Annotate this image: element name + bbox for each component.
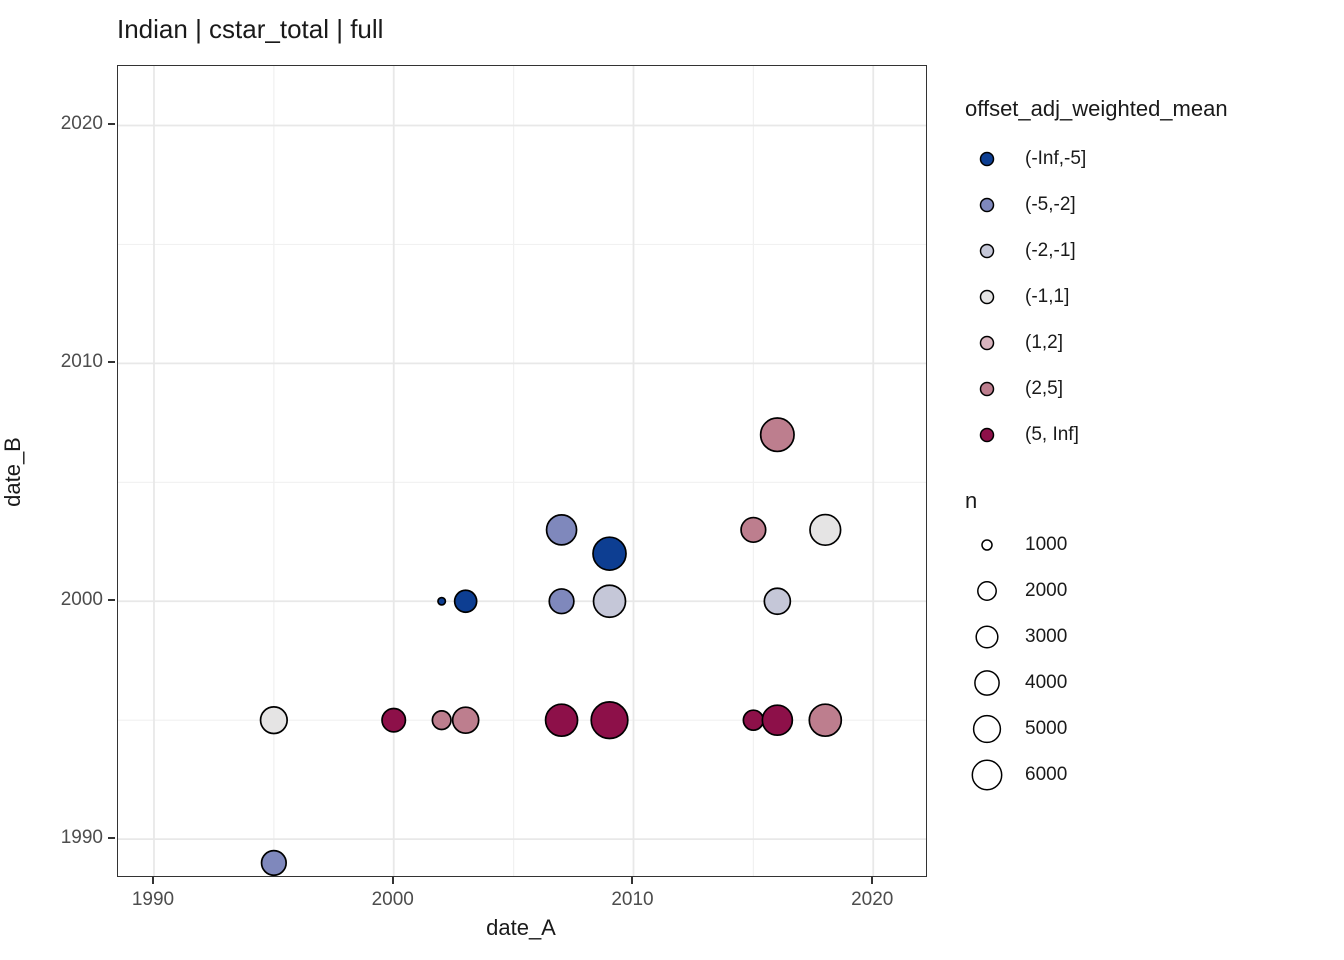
color-legend-key-icon [965, 287, 1009, 307]
data-point [759, 417, 795, 453]
size-legend-key-icon [965, 527, 1009, 563]
data-point [453, 589, 478, 614]
color-legend-item: (-1,1] [965, 274, 1335, 320]
size-legend-title: n [965, 488, 978, 513]
color-legend-key-icon [965, 195, 1009, 215]
x-tick-mark [871, 877, 874, 884]
y-tick-mark [108, 361, 115, 364]
color-legend-key-icon [965, 333, 1009, 353]
size-legend-item: 5000 [965, 706, 1335, 752]
data-point [763, 587, 792, 616]
data-point [431, 710, 452, 731]
data-point [260, 849, 287, 877]
size-legend-label: 6000 [1025, 764, 1068, 785]
color-legend-key-icon [965, 379, 1009, 399]
data-point [742, 709, 765, 732]
data-point [544, 703, 579, 738]
data-point [451, 706, 480, 735]
data-point [381, 707, 407, 733]
size-legend-item: 4000 [965, 660, 1335, 706]
color-legend-item: (2,5] [965, 366, 1335, 412]
size-legend-key-icon [965, 619, 1009, 655]
x-tick-mark [631, 877, 634, 884]
x-tick-mark [151, 877, 154, 884]
color-legend-label: (5, Inf] [1025, 424, 1079, 445]
y-tick-label: 2000 [60, 589, 103, 611]
size-legend-key-icon [965, 757, 1009, 793]
size-legend: 1000 2000 3000 4000 5000 6000 [965, 522, 1335, 798]
color-legend-item: (-Inf,-5] [965, 136, 1335, 182]
data-point [592, 584, 627, 619]
color-legend-label: (1,2] [1025, 332, 1064, 353]
plot-panel [117, 65, 927, 877]
color-legend-item: (5, Inf] [965, 412, 1335, 458]
color-legend-title: offset_adj_weighted_mean [965, 96, 1228, 121]
size-legend-key-icon [965, 573, 1009, 609]
plot-area-svg [118, 66, 926, 877]
data-point [761, 704, 794, 737]
y-tick-mark [108, 123, 115, 126]
data-point [590, 701, 629, 740]
data-point [809, 513, 842, 547]
color-legend: (-Inf,-5] (-5,-2] (-2,-1] (-1,1] (1,2] (… [965, 136, 1335, 458]
size-legend-label: 4000 [1025, 672, 1068, 693]
color-legend-item: (-2,-1] [965, 228, 1335, 274]
y-tick-label: 1990 [60, 827, 103, 849]
size-legend-item: 3000 [965, 614, 1335, 660]
color-legend-key-icon [965, 241, 1009, 261]
x-tick-mark [391, 877, 394, 884]
data-point [259, 706, 288, 735]
data-point [740, 516, 767, 544]
color-legend-label: (-Inf,-5] [1025, 148, 1087, 169]
size-legend-label: 3000 [1025, 626, 1068, 647]
color-legend-label: (-1,1] [1025, 286, 1070, 307]
size-legend-label: 5000 [1025, 718, 1068, 739]
data-point [548, 588, 575, 615]
color-legend-label: (2,5] [1025, 378, 1064, 399]
chart-title: Indian | cstar_total | full [117, 14, 384, 44]
x-tick-label: 2010 [611, 889, 654, 910]
data-point [437, 596, 447, 606]
size-legend-item: 1000 [965, 522, 1335, 568]
y-tick-mark [108, 599, 115, 602]
color-legend-key-icon [965, 149, 1009, 169]
color-legend-label: (-2,-1] [1025, 240, 1076, 261]
legend-panel: offset_adj_weighted_mean (-Inf,-5] (-5,-… [965, 96, 1335, 828]
x-axis-title: date_A [486, 915, 556, 940]
size-legend-key-icon [965, 665, 1009, 701]
color-legend-key-icon [965, 425, 1009, 445]
x-tick-label: 1990 [131, 889, 175, 910]
y-axis-title: date_B [0, 437, 25, 507]
x-tick-label: 2000 [371, 889, 414, 910]
size-legend-item: 2000 [965, 568, 1335, 614]
color-legend-label: (-5,-2] [1025, 194, 1076, 215]
data-point [545, 514, 578, 546]
data-point [592, 536, 627, 572]
y-tick-label: 2020 [60, 113, 103, 135]
color-legend-item: (-5,-2] [965, 182, 1335, 228]
data-point [808, 703, 843, 738]
x-tick-label: 2020 [851, 889, 894, 910]
y-tick-label: 2010 [60, 351, 103, 373]
size-legend-label: 1000 [1025, 534, 1068, 555]
size-legend-label: 2000 [1025, 580, 1068, 601]
y-tick-mark [108, 837, 115, 840]
size-legend-key-icon [965, 711, 1009, 747]
color-legend-item: (1,2] [965, 320, 1335, 366]
size-legend-item: 6000 [965, 752, 1335, 798]
